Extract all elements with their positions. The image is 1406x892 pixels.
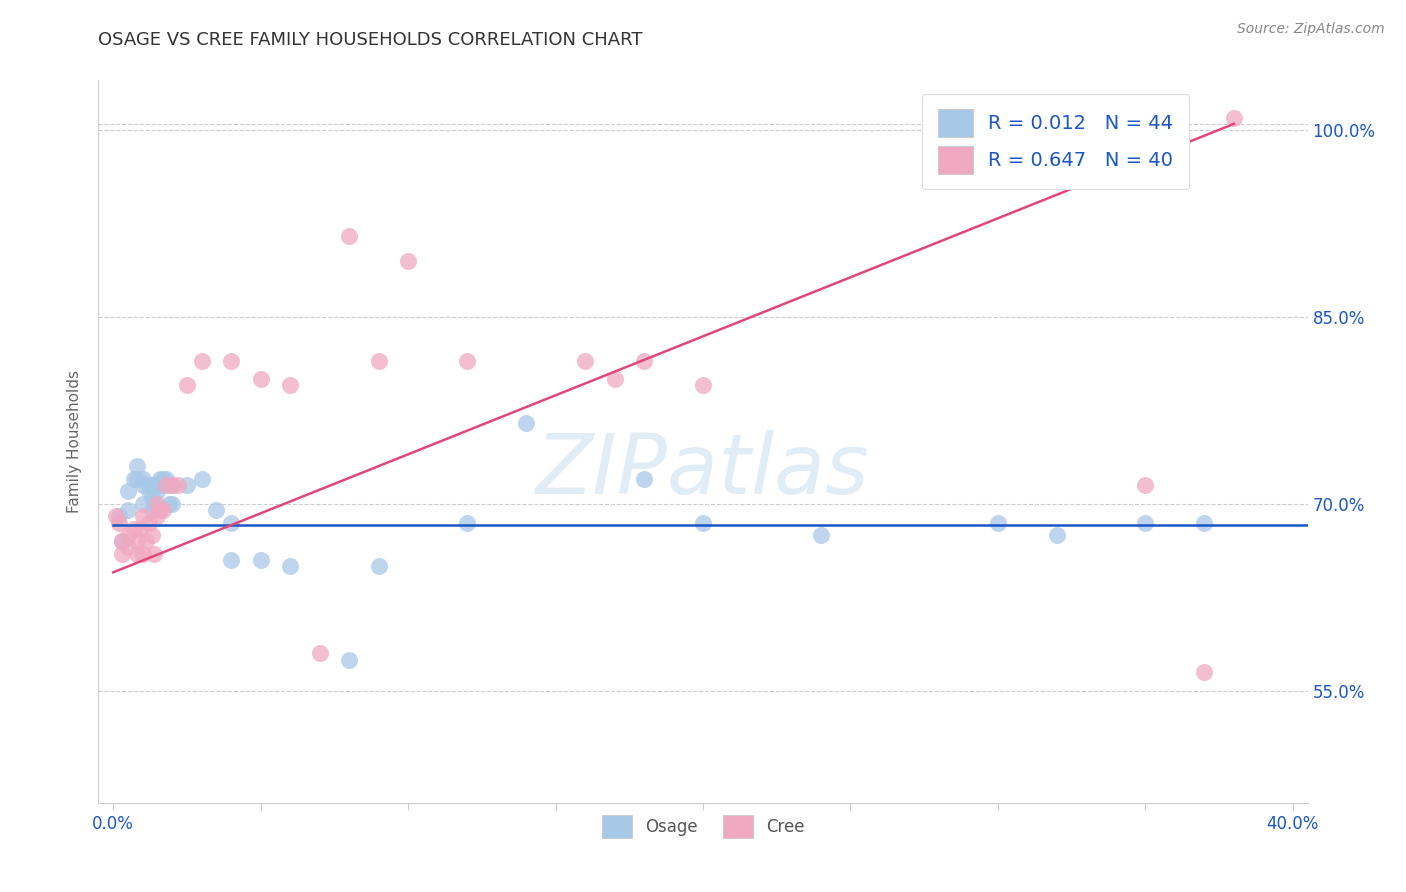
Point xyxy=(810,528,832,542)
Point xyxy=(143,547,166,561)
Point xyxy=(190,472,212,486)
Point xyxy=(633,472,655,486)
Point xyxy=(125,547,148,561)
Point xyxy=(146,509,169,524)
Point xyxy=(141,528,163,542)
Point xyxy=(1223,111,1246,125)
Point xyxy=(278,559,301,574)
Point xyxy=(160,497,183,511)
Point xyxy=(108,516,131,530)
Point xyxy=(138,478,160,492)
Point xyxy=(1194,516,1216,530)
Point xyxy=(146,497,169,511)
Point xyxy=(135,534,157,549)
Point xyxy=(111,534,134,549)
Point xyxy=(396,254,419,268)
Point xyxy=(367,353,389,368)
Point xyxy=(337,229,360,244)
Point xyxy=(456,353,478,368)
Point xyxy=(111,534,134,549)
Y-axis label: Family Households: Family Households xyxy=(67,370,83,513)
Point xyxy=(125,472,148,486)
Point xyxy=(146,478,169,492)
Point xyxy=(117,541,139,555)
Point xyxy=(157,497,180,511)
Point xyxy=(278,378,301,392)
Text: OSAGE VS CREE FAMILY HOUSEHOLDS CORRELATION CHART: OSAGE VS CREE FAMILY HOUSEHOLDS CORRELAT… xyxy=(98,31,643,49)
Point xyxy=(117,503,139,517)
Point xyxy=(308,646,330,660)
Point xyxy=(190,353,212,368)
Point xyxy=(1135,516,1157,530)
Point xyxy=(337,652,360,666)
Point xyxy=(149,472,172,486)
Point xyxy=(146,484,169,499)
Point xyxy=(219,553,242,567)
Point xyxy=(692,516,714,530)
Point xyxy=(152,472,174,486)
Point xyxy=(138,516,160,530)
Point xyxy=(456,516,478,530)
Point xyxy=(1194,665,1216,679)
Point xyxy=(111,547,134,561)
Point xyxy=(155,472,177,486)
Point xyxy=(143,497,166,511)
Point xyxy=(249,372,271,386)
Point xyxy=(105,509,128,524)
Point xyxy=(143,478,166,492)
Point xyxy=(692,378,714,392)
Point xyxy=(152,503,174,517)
Point xyxy=(149,503,172,517)
Point xyxy=(1135,478,1157,492)
Point xyxy=(633,353,655,368)
Text: ZIPatlas: ZIPatlas xyxy=(536,430,870,511)
Point xyxy=(141,491,163,505)
Point xyxy=(141,503,163,517)
Point xyxy=(108,509,131,524)
Point xyxy=(125,534,148,549)
Point xyxy=(367,559,389,574)
Point xyxy=(155,478,177,492)
Point xyxy=(176,378,198,392)
Point xyxy=(149,478,172,492)
Point xyxy=(122,522,145,536)
Point xyxy=(160,478,183,492)
Point xyxy=(131,547,153,561)
Point xyxy=(122,472,145,486)
Point xyxy=(138,484,160,499)
Point xyxy=(128,522,150,536)
Point xyxy=(125,459,148,474)
Point xyxy=(131,472,153,486)
Point xyxy=(131,509,153,524)
Point xyxy=(249,553,271,567)
Point xyxy=(603,372,626,386)
Point xyxy=(131,497,153,511)
Point xyxy=(219,353,242,368)
Point xyxy=(515,416,537,430)
Text: Source: ZipAtlas.com: Source: ZipAtlas.com xyxy=(1237,22,1385,37)
Point xyxy=(167,478,190,492)
Point xyxy=(176,478,198,492)
Point xyxy=(987,516,1010,530)
Point xyxy=(160,478,183,492)
Point xyxy=(117,528,139,542)
Point xyxy=(131,478,153,492)
Point xyxy=(117,484,139,499)
Legend: Osage, Cree: Osage, Cree xyxy=(595,808,811,845)
Point xyxy=(1046,528,1069,542)
Point xyxy=(205,503,228,517)
Point xyxy=(155,478,177,492)
Point xyxy=(219,516,242,530)
Point xyxy=(574,353,596,368)
